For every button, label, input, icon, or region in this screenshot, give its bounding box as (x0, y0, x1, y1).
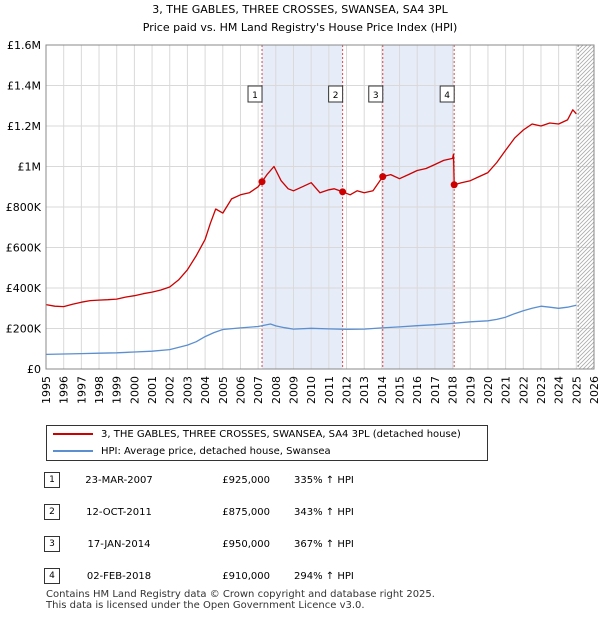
sale-marker (450, 181, 458, 189)
x-tick-label: 2023 (535, 376, 548, 404)
sale-label: 3 (373, 91, 379, 101)
legend-swatch-hpi (53, 450, 93, 452)
sale-label: 1 (252, 91, 258, 101)
transaction-row: 4 02-FEB-2018 £910,000 294% ↑ HPI (44, 568, 444, 586)
x-tick-label: 2015 (394, 376, 407, 404)
x-tick-label: 2009 (287, 376, 300, 404)
transaction-price: £950,000 (222, 539, 270, 550)
y-tick-label: £1.2M (7, 120, 41, 133)
x-tick-label: 2008 (270, 376, 283, 404)
transaction-date: 17-JAN-2014 (87, 539, 151, 550)
x-tick-label: 2018 (447, 376, 460, 404)
transaction-price: £925,000 (222, 475, 270, 486)
transaction-date: 12-OCT-2011 (86, 507, 152, 518)
x-tick-label: 2004 (199, 376, 212, 404)
footer-licence: This data is licensed under the Open Gov… (46, 600, 365, 611)
chart-title: 3, THE GABLES, THREE CROSSES, SWANSEA, S… (152, 3, 448, 16)
x-tick-label: 2000 (128, 376, 141, 404)
y-tick-label: £600K (6, 242, 42, 255)
x-tick-label: 2024 (553, 376, 566, 404)
legend: 3, THE GABLES, THREE CROSSES, SWANSEA, S… (46, 425, 488, 461)
transaction-number: 2 (44, 504, 60, 520)
x-tick-label: 2005 (217, 376, 230, 404)
x-tick-label: 2006 (234, 376, 247, 404)
transaction-number: 3 (44, 536, 60, 552)
plot-frame (45, 44, 595, 370)
footer-copyright: Contains HM Land Registry data © Crown c… (46, 589, 435, 600)
sale-label: 2 (333, 91, 339, 101)
sale-marker (379, 173, 387, 181)
x-tick-label: 2020 (482, 376, 495, 404)
sale-marker (339, 188, 347, 196)
x-tick-label: 2026 (588, 376, 600, 404)
transaction-hpi: 343% ↑ HPI (294, 507, 354, 518)
transaction-hpi: 367% ↑ HPI (294, 539, 354, 550)
y-tick-label: £1.4M (7, 80, 41, 93)
x-tick-label: 1997 (75, 376, 88, 404)
x-tick-label: 2017 (429, 376, 442, 404)
transaction-price: £875,000 (222, 507, 270, 518)
transaction-row: 1 23-MAR-2007 £925,000 335% ↑ HPI (44, 472, 444, 490)
x-tick-label: 2001 (146, 376, 159, 404)
legend-label-property: 3, THE GABLES, THREE CROSSES, SWANSEA, S… (101, 429, 461, 440)
y-tick-label: £200K (6, 323, 42, 336)
chart-subtitle: Price paid vs. HM Land Registry's House … (143, 21, 458, 34)
x-tick-label: 2012 (341, 376, 354, 404)
x-tick-label: 2013 (358, 376, 371, 404)
transaction-number: 1 (44, 472, 60, 488)
x-tick-label: 1998 (93, 376, 106, 404)
future-hatch (578, 45, 594, 369)
x-tick-label: 2002 (164, 376, 177, 404)
transaction-date: 23-MAR-2007 (85, 475, 153, 486)
legend-item-property: 3, THE GABLES, THREE CROSSES, SWANSEA, S… (53, 427, 461, 443)
sale-label-box (368, 85, 384, 103)
footer: Contains HM Land Registry data © Crown c… (46, 589, 435, 611)
legend-swatch-property (53, 433, 93, 435)
transaction-row: 3 17-JAN-2014 £950,000 367% ↑ HPI (44, 536, 444, 554)
sale-marker (258, 178, 266, 186)
x-tick-label: 2016 (411, 376, 424, 404)
x-tick-label: 2011 (323, 376, 336, 404)
x-tick-label: 2003 (181, 376, 194, 404)
transaction-date: 02-FEB-2018 (86, 571, 152, 582)
x-tick-label: 2019 (464, 376, 477, 404)
y-tick-label: £1M (18, 161, 42, 174)
x-tick-label: 2022 (517, 376, 530, 404)
transaction-hpi: 294% ↑ HPI (294, 571, 354, 582)
legend-item-hpi: HPI: Average price, detached house, Swan… (53, 444, 331, 460)
transaction-price: £910,000 (222, 571, 270, 582)
x-tick-label: 2021 (500, 376, 513, 404)
sale-label-box (439, 85, 455, 103)
transaction-number: 4 (44, 568, 60, 584)
x-tick-label: 1999 (111, 376, 124, 404)
sale-label: 4 (444, 91, 450, 101)
hpi-line (45, 304, 577, 356)
y-tick-label: £400K (6, 282, 42, 295)
y-tick-label: £0 (27, 363, 41, 376)
y-tick-label: £800K (6, 201, 42, 214)
x-tick-label: 2025 (570, 376, 583, 404)
sale-label-box (247, 85, 263, 103)
x-tick-label: 2010 (305, 376, 318, 404)
x-tick-label: 2014 (376, 376, 389, 404)
sale-label-box (328, 85, 344, 103)
x-tick-label: 1995 (40, 376, 53, 404)
x-tick-label: 2007 (252, 376, 265, 404)
property-price-line (45, 109, 577, 308)
transaction-hpi: 335% ↑ HPI (294, 475, 354, 486)
transaction-row: 2 12-OCT-2011 £875,000 343% ↑ HPI (44, 504, 444, 522)
y-tick-label: £1.6M (7, 39, 41, 52)
x-tick-label: 1996 (58, 376, 71, 404)
legend-label-hpi: HPI: Average price, detached house, Swan… (101, 446, 331, 457)
price-chart: 3, THE GABLES, THREE CROSSES, SWANSEA, S… (6, 3, 600, 404)
